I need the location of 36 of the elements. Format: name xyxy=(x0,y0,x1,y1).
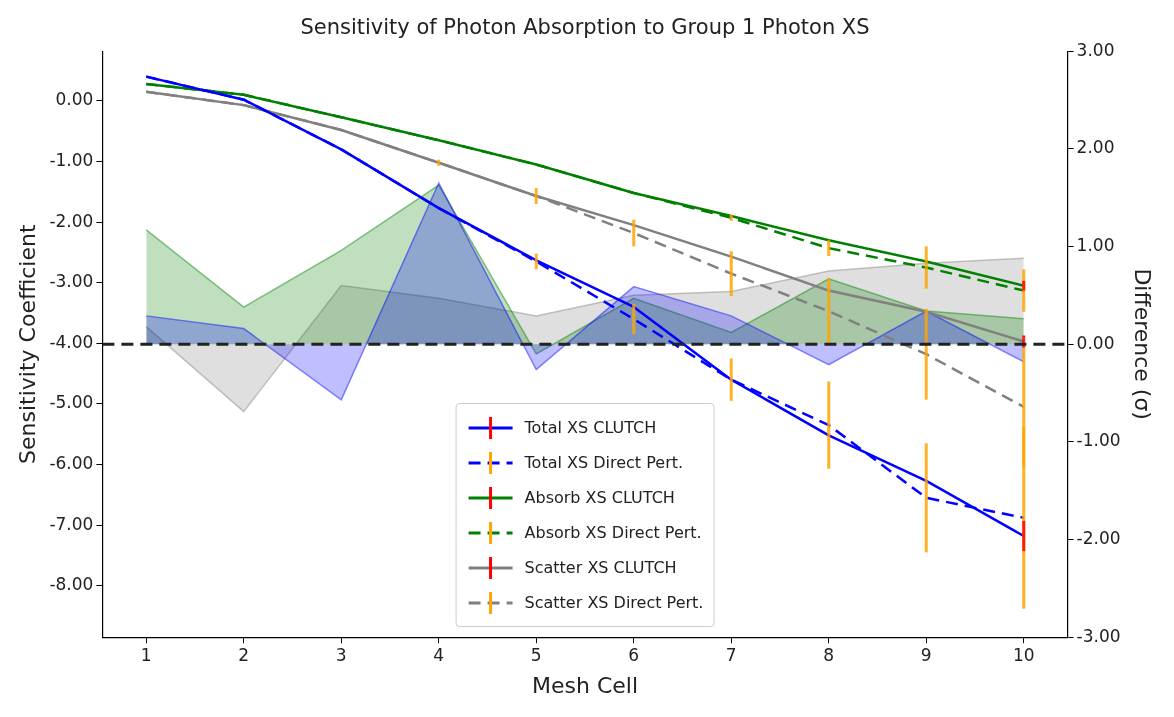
y-tick-label: -8.00 xyxy=(49,574,94,595)
y2-tick-label: 3.00 xyxy=(1076,39,1115,60)
legend-label: Absorb XS Direct Pert. xyxy=(524,523,702,543)
y2-tick-label: -2.00 xyxy=(1076,527,1121,548)
chart-title: Sensitivity of Photon Absorption to Group 1 Photon XS xyxy=(300,15,870,40)
x-tick-label: 9 xyxy=(920,644,932,665)
x-tick-label: 5 xyxy=(530,644,542,665)
y-tick-label: -6.00 xyxy=(49,452,94,473)
y-tick-label: -2.00 xyxy=(49,210,94,231)
y-tick-label: -3.00 xyxy=(49,271,94,292)
y-axis-title: Sensitivity Coefficient xyxy=(14,224,40,464)
y2-tick-label: 2.00 xyxy=(1076,137,1115,158)
y-tick-label: -4.00 xyxy=(49,331,94,352)
legend-label: Total XS Direct Pert. xyxy=(524,453,684,473)
x-axis-title: Mesh Cell xyxy=(531,672,639,698)
y2-tick-label: -3.00 xyxy=(1076,625,1121,646)
x-tick-label: 3 xyxy=(335,644,347,665)
y-tick-label: 0.00 xyxy=(55,89,94,110)
x-tick-label: 8 xyxy=(823,644,835,665)
legend-label: Scatter XS Direct Pert. xyxy=(524,593,704,613)
y2-tick-label: -1.00 xyxy=(1076,430,1121,451)
y2-axis-title: Difference (σ) xyxy=(1130,268,1156,420)
legend-label: Total XS CLUTCH xyxy=(524,418,657,438)
x-tick-label: 7 xyxy=(725,644,737,665)
y-tick-label: -1.00 xyxy=(49,149,94,170)
x-tick-label: 10 xyxy=(1012,644,1035,665)
x-tick-label: 2 xyxy=(238,644,250,665)
y2-tick-label: 1.00 xyxy=(1076,234,1115,255)
y-tick-label: -7.00 xyxy=(49,513,94,534)
y-tick-label: -5.00 xyxy=(49,392,94,413)
x-tick-label: 1 xyxy=(140,644,152,665)
y2-tick-label: 0.00 xyxy=(1076,332,1115,353)
x-tick-label: 6 xyxy=(628,644,640,665)
x-tick-label: 4 xyxy=(433,644,445,665)
legend-label: Scatter XS CLUTCH xyxy=(524,558,677,578)
legend-label: Absorb XS CLUTCH xyxy=(524,488,675,508)
